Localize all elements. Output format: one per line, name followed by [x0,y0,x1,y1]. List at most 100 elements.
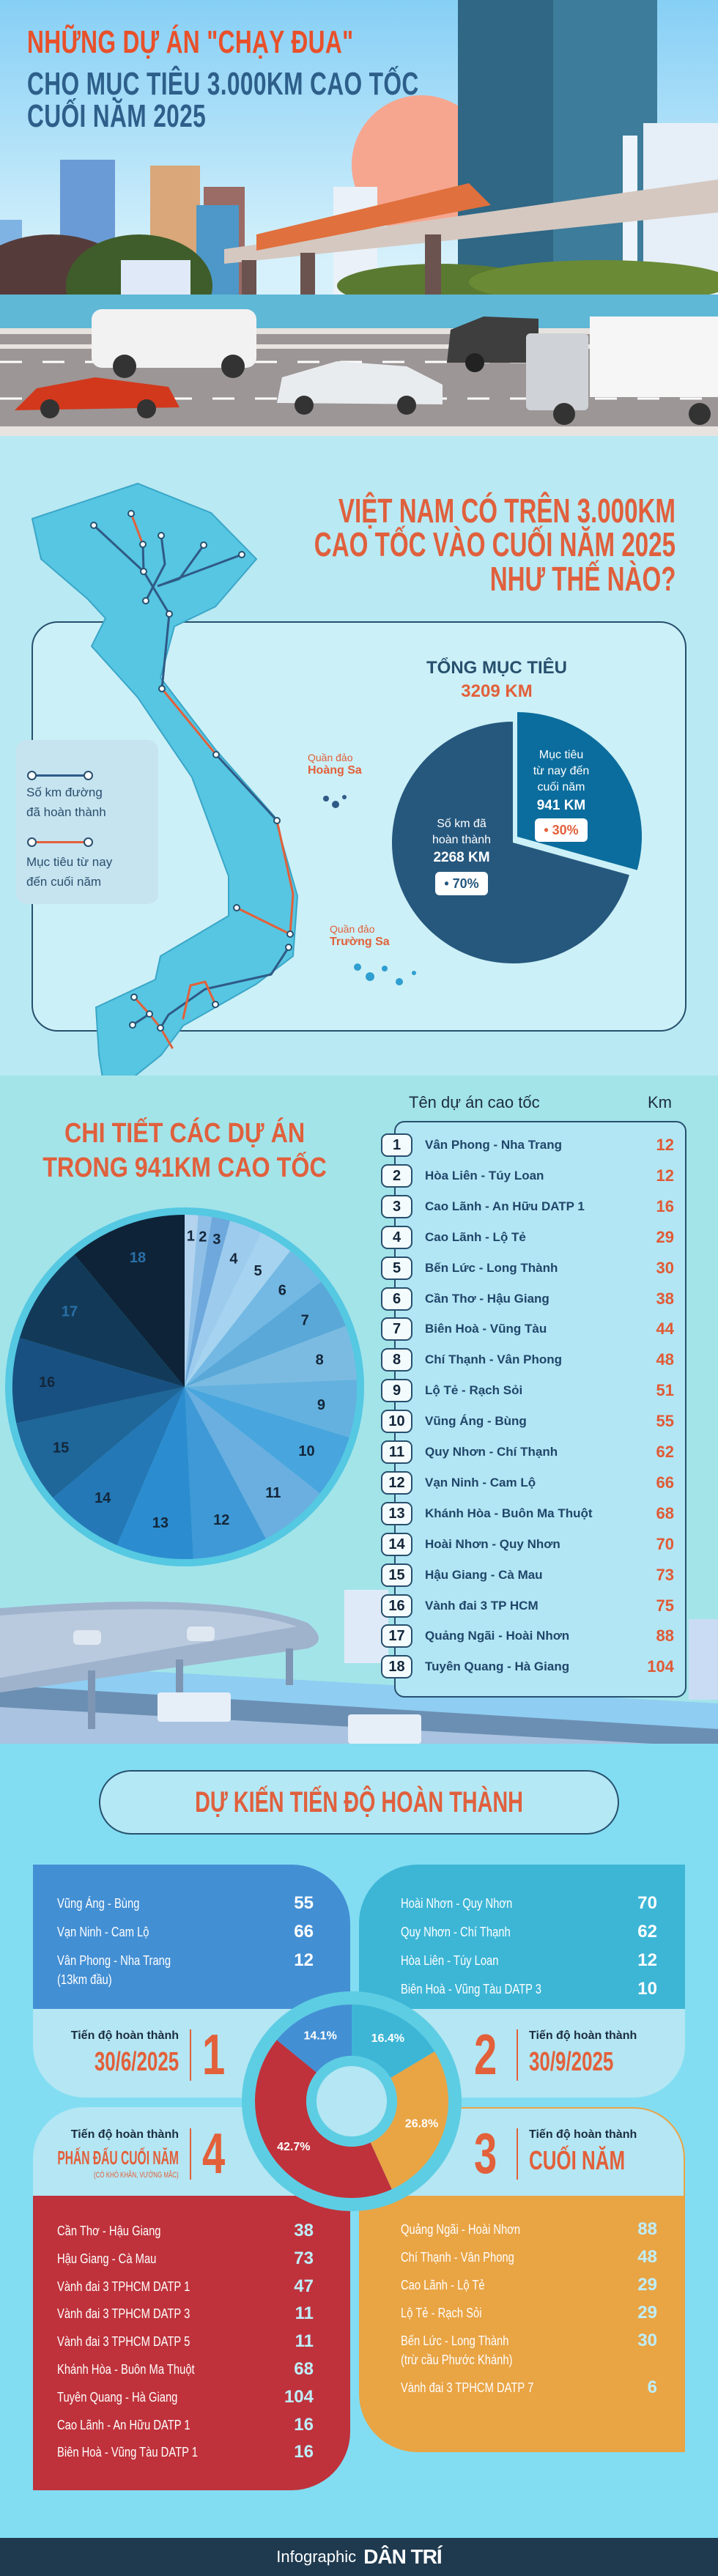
pie-slice-1 [185,1215,199,1387]
project-km: 44 [656,1320,674,1339]
schedule-item-name: Quảng Ngãi - Hoài Nhơn [401,2222,521,2237]
group-2-panel [359,1865,685,2009]
group-3-number: 3 [474,2121,497,2185]
overview-pie-chart [392,712,642,963]
pie-label-18: 18 [130,1250,146,1266]
pie-label-5: 5 [253,1263,262,1279]
schedule-item-name: Hoài Nhơn - Quy Nhơn [401,1896,513,1911]
project-name: Cao Lãnh - Lộ Tẻ [425,1229,526,1244]
project-km: 12 [656,1136,674,1154]
schedule-donut-chart: 14.1% 16.4% 26.8% 42.7% [242,1991,462,2211]
row-number-badge: 17 [381,1624,412,1648]
pie-label-9: 9 [317,1397,325,1413]
pie-label-15: 15 [53,1440,69,1457]
project-km: 104 [647,1657,674,1676]
schedule-item-note: (13km đầu) [57,1972,112,1987]
pie-label-2: 2 [199,1229,207,1246]
schedule-item-km: 16 [294,2442,314,2462]
row-number-badge: 11 [381,1440,412,1464]
pie-slice-17 [19,1254,185,1387]
donut-slice-4 [254,2040,392,2198]
group-4-panel [33,2196,350,2490]
donut-label-2: 16.4% [371,2032,404,2045]
row-number-badge: 3 [381,1194,412,1218]
schedule-item-km: 66 [294,1922,314,1942]
group-2-divider [517,2029,518,2081]
completed-slice-line1: Số km đã [437,818,486,830]
pie-label-3: 3 [212,1232,221,1248]
group-4-date: PHẤN ĐẤU CUỐI NĂM [57,2147,179,2169]
completed-slice-line2: hoàn thành [432,834,492,846]
schedule-item-km: 29 [637,2275,657,2295]
project-km: 62 [656,1443,674,1461]
completed-route-legend-icon [27,771,93,780]
projects-table [394,1121,686,1698]
row-number-badge: 1 [381,1133,412,1157]
schedule-item-km: 6 [647,2377,657,2397]
project-name: Khánh Hòa - Buôn Ma Thuột [425,1506,593,1520]
donut-slice-1 [276,2005,352,2073]
row-number-badge: 12 [381,1470,412,1495]
group-3-head: Tiến độ hoàn thành [529,2128,637,2141]
schedule-item-name: Vân Phong - Nha Trang [57,1953,171,1968]
dantri-logo: DÂN TRÍ [363,2545,443,2568]
hoang-sa-islands-icon [323,795,347,808]
group-4-divider [190,2128,191,2180]
pie-slice-14 [53,1387,185,1546]
pie-slice-12 [185,1387,266,1559]
hoang-sa-prefix: Quần đảo [308,752,353,763]
row-number-badge: 6 [381,1287,412,1311]
schedule-item-km: 16 [294,2414,314,2435]
overview-heading-line1: VIỆT NAM CÓ TRÊN 3.000KM [338,492,676,530]
pie-label-17: 17 [62,1304,78,1320]
target-slice-label: Mục tiêu từ nay đến cuối năm 941 KM • 30… [517,747,605,842]
schedule-item-name: Tuyên Quang - Hà Giang [57,2389,178,2405]
pie-label-10: 10 [298,1443,314,1459]
schedule-item-name: Cần Thơ - Hậu Giang [57,2224,161,2238]
projects-heading-line1: CHI TIẾT CÁC DỰ ÁN [64,1118,306,1149]
hoang-sa-name: Hoàng Sa [308,764,362,777]
hero-banner: NHỮNG DỰ ÁN "CHẠY ĐUA" CHO MỤC TIÊU 3.00… [0,0,718,436]
completed-pct-badge: • 70% [435,872,488,895]
project-name: Quy Nhơn - Chí Thạnh [425,1445,558,1459]
project-name: Vành đai 3 TP HCM [425,1598,538,1613]
pie-slice-18 [74,1215,185,1387]
overview-heading-line2: CAO TỐC VÀO CUỐI NĂM 2025 [314,525,676,563]
row-number-badge: 13 [381,1501,412,1525]
pie-slice-6 [185,1251,322,1387]
total-target-value: 3209 KM [461,681,533,701]
project-km: 48 [656,1350,674,1369]
project-name: Cần Thơ - Hậu Giang [425,1291,549,1306]
legend-target-line1: Mục tiêu từ nay [26,855,113,869]
row-number-badge: 5 [381,1256,412,1280]
project-km: 51 [656,1381,674,1400]
completed-slice-label: Số km đã hoàn thành 2268 KM • 70% [418,816,506,895]
target-route-legend-icon [27,837,93,847]
schedule-item-km: 62 [637,1922,657,1942]
row-number-badge: 10 [381,1410,412,1434]
schedule-item-name: Khánh Hòa - Buôn Ma Thuột [57,2362,195,2377]
schedule-item-name: Hậu Giang - Cà Mau [57,2251,157,2266]
pie-label-1: 1 [187,1228,195,1244]
project-km: 73 [656,1565,674,1584]
pie-label-8: 8 [316,1352,324,1368]
target-pct-badge: • 30% [535,818,588,842]
schedule-item-km: 30 [637,2331,657,2350]
schedule-item-name: Biên Hoà - Vũng Tàu DATP 1 [57,2445,198,2460]
pie-slice-15 [16,1387,185,1498]
pie-slice-3 [185,1217,231,1387]
group-3-panel [359,2196,685,2452]
schedule-item-km: 47 [294,2276,314,2296]
schedule-item-name: Cao Lãnh - An Hữu DATP 1 [57,2417,190,2432]
truong-sa-islands-icon [354,963,416,985]
footer: Infographic DÂN TRÍ [0,2538,718,2576]
project-name: Hoài Nhơn - Quy Nhơn [425,1536,560,1551]
row-number-badge: 9 [381,1379,412,1403]
target-slice-line1: Mục tiêu [538,749,584,761]
schedule-item-km: 70 [637,1893,657,1913]
pie-slice-8 [185,1325,357,1387]
project-name: Bến Lức - Long Thành [425,1260,558,1275]
schedule-heading: DỰ KIẾN TIẾN ĐỘ HOÀN THÀNH [195,1785,523,1818]
schedule-item-name: Vành đai 3 TPHCM DATP 1 [57,2279,190,2294]
schedule-item-km: 73 [294,2248,314,2268]
